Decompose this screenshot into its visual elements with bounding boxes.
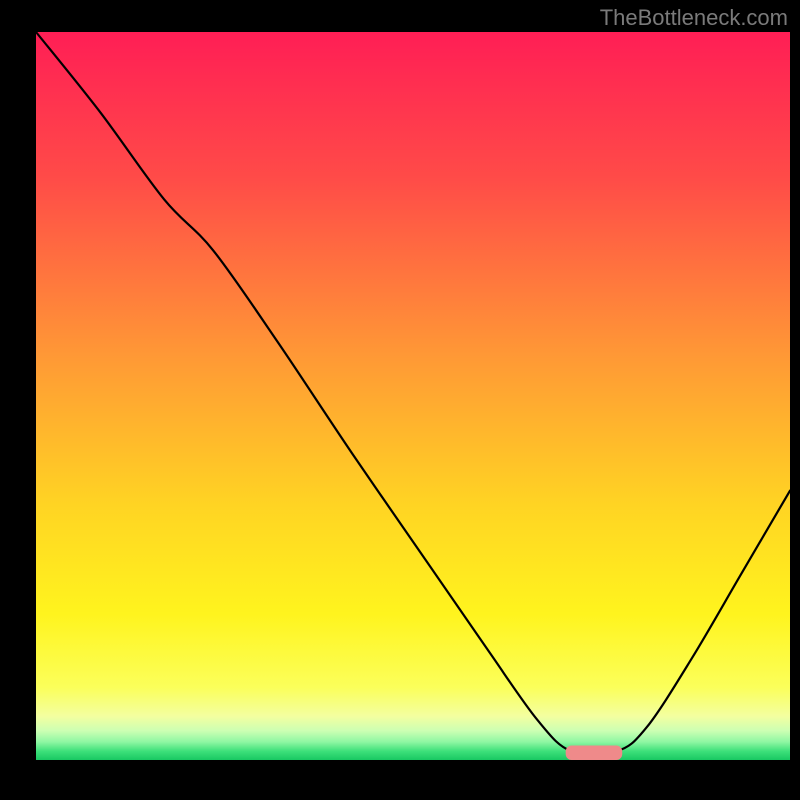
bottleneck-chart xyxy=(0,0,800,800)
optimal-marker xyxy=(566,745,623,760)
watermark-text: TheBottleneck.com xyxy=(600,5,788,31)
plot-background xyxy=(36,32,790,760)
